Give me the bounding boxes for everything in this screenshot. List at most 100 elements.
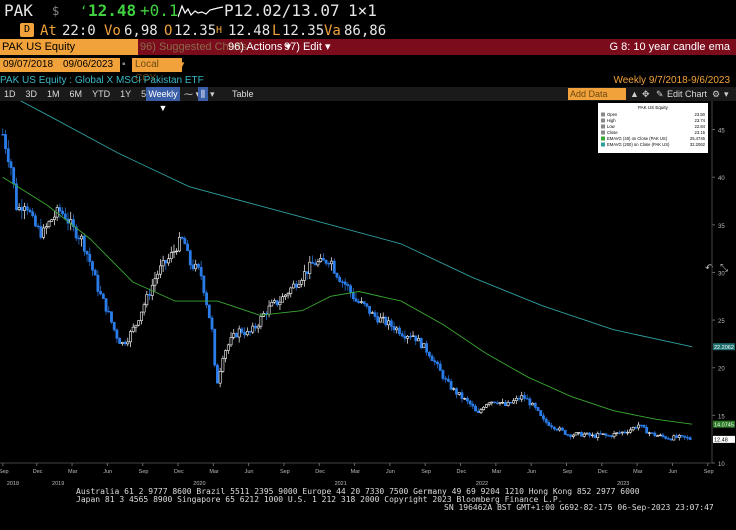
- candle-body: [520, 395, 524, 400]
- candle-body: [550, 425, 554, 428]
- candle-body: [504, 401, 507, 406]
- candle-body: [599, 433, 602, 435]
- candle-body: [618, 432, 621, 434]
- period-button-6m[interactable]: 6M: [69, 89, 83, 99]
- crosshair-icon[interactable]: ✥: [642, 89, 650, 99]
- year-label: 2018: [7, 481, 19, 487]
- edit-menu[interactable]: 97) Edit ▾: [284, 41, 331, 53]
- ema-200-line: [19, 101, 693, 348]
- legend-value: 22.84: [695, 124, 706, 129]
- period-button-1y[interactable]: 1Y: [120, 89, 132, 99]
- candle-body: [142, 304, 146, 313]
- add-data-field[interactable]: Add Data: [568, 88, 626, 100]
- period-button-ytd[interactable]: YTD: [92, 89, 111, 99]
- candle-body: [115, 329, 119, 339]
- x-tick-label: Dec: [598, 469, 608, 475]
- candle-body: [186, 243, 189, 252]
- calendar-icon[interactable]: ▪: [122, 59, 126, 70]
- candle-body: [650, 432, 654, 434]
- candle-body: [226, 344, 230, 351]
- x-tick-label: Sep: [421, 469, 431, 475]
- candle-body: [145, 294, 149, 306]
- candle-body: [479, 409, 483, 413]
- candle-body: [50, 219, 54, 222]
- candle-body: [335, 273, 339, 278]
- candle-body: [273, 300, 276, 303]
- y-axis: 10 15 20 25 30 35 40 45: [711, 101, 725, 468]
- candle-body: [425, 343, 429, 353]
- candle-body: [91, 261, 94, 271]
- ticker[interactable]: PAK: [4, 1, 33, 20]
- price-range: P12.02/13.07: [224, 1, 340, 20]
- candle-body: [601, 433, 605, 435]
- period-button-1m[interactable]: 1M: [47, 89, 60, 99]
- candle-dropdown-icon[interactable]: ▾: [210, 89, 215, 99]
- security-field[interactable]: PAK US Equity: [0, 39, 138, 55]
- candle-body: [243, 332, 247, 336]
- currency-select[interactable]: Local CCY: [132, 58, 182, 84]
- table-button[interactable]: Table: [232, 89, 254, 99]
- pencil-icon[interactable]: ✎: [656, 89, 664, 99]
- x-axis: Sep Dec Mar Jun Sep Dec Mar Jun Sep Dec Mar Jun Sep D…: [0, 462, 714, 487]
- candle-body: [305, 271, 309, 274]
- lot-size: 1×1: [348, 1, 377, 20]
- palette-icon[interactable]: ▲: [630, 89, 639, 99]
- info-icon[interactable]: D: [20, 23, 34, 37]
- candle-body: [137, 320, 141, 326]
- x-tick-label: Mar: [351, 469, 361, 475]
- x-tick-label: Jun: [668, 469, 677, 475]
- volume-label: Vo: [104, 23, 121, 39]
- expand-icon[interactable]: ⤡: [720, 263, 728, 274]
- footer: Australia 61 2 9777 8600 Brazil 5511 239…: [0, 487, 736, 530]
- frequency-select[interactable]: Weekly ▼: [146, 87, 180, 113]
- suggested-charts-button[interactable]: 96) Suggested Charts: [140, 41, 248, 53]
- candle-body: [365, 303, 369, 307]
- at-label: At: [40, 23, 57, 39]
- period-bar: 1D3D1M6MYTD1Y5YMax Weekly ▼ ⁓ ▾ ⫼ ▾ Tabl…: [0, 87, 736, 113]
- last-price: 12.48: [88, 1, 137, 20]
- candle-body: [191, 264, 195, 270]
- traded-value: 86,86: [344, 23, 387, 39]
- y-tick-label: 20: [718, 367, 725, 373]
- candle-body: [476, 410, 480, 413]
- candle-body: [536, 407, 540, 411]
- candle-body: [156, 273, 160, 280]
- candle-body: [672, 435, 676, 441]
- candle-body: [446, 378, 450, 382]
- candle-body: [525, 398, 529, 400]
- candle-body: [542, 415, 545, 420]
- x-tick-label: Sep: [280, 469, 290, 475]
- x-tick-label: Mar: [492, 469, 502, 475]
- candle-body: [683, 435, 687, 438]
- line-style-icon[interactable]: ⁓ ▾: [184, 89, 201, 99]
- candle-body: [34, 215, 37, 227]
- candle-body: [58, 207, 62, 212]
- candle-body: [455, 388, 458, 395]
- candle-body: [403, 335, 407, 339]
- candle-body: [387, 320, 391, 326]
- candle-style-icon[interactable]: ⫼: [198, 87, 208, 101]
- candle-body: [411, 335, 415, 337]
- collapse-icon[interactable]: ▾: [724, 89, 729, 99]
- period-button-1d[interactable]: 1D: [4, 89, 16, 99]
- security-description-bar: PAK US Equity : Global X MSCI Pakistan E…: [0, 74, 736, 88]
- legend-swatch: [601, 136, 605, 141]
- tick-arrow: ‘: [80, 4, 88, 18]
- settings-icon[interactable]: ⚙: [712, 89, 721, 99]
- undo-icon[interactable]: ↶: [705, 263, 713, 274]
- candle-body: [417, 338, 420, 342]
- actions-menu[interactable]: 96) Actions ▾: [228, 41, 291, 53]
- x-tick-label: Sep: [0, 469, 9, 475]
- candle-body: [639, 424, 643, 427]
- candle-body: [175, 250, 179, 253]
- period-button-3d[interactable]: 3D: [25, 89, 38, 99]
- candle-body: [590, 434, 594, 437]
- candle-body: [667, 438, 670, 440]
- currency-dropdown-icon[interactable]: ▼: [178, 60, 186, 69]
- start-date-field[interactable]: 09/07/2018: [0, 58, 60, 72]
- legend-value: 25.4745: [690, 136, 706, 141]
- candle-body: [17, 207, 21, 210]
- end-date-field[interactable]: 09/06/2023: [60, 58, 120, 72]
- edit-chart-button[interactable]: Edit Chart: [667, 89, 708, 99]
- candle-body: [134, 324, 138, 328]
